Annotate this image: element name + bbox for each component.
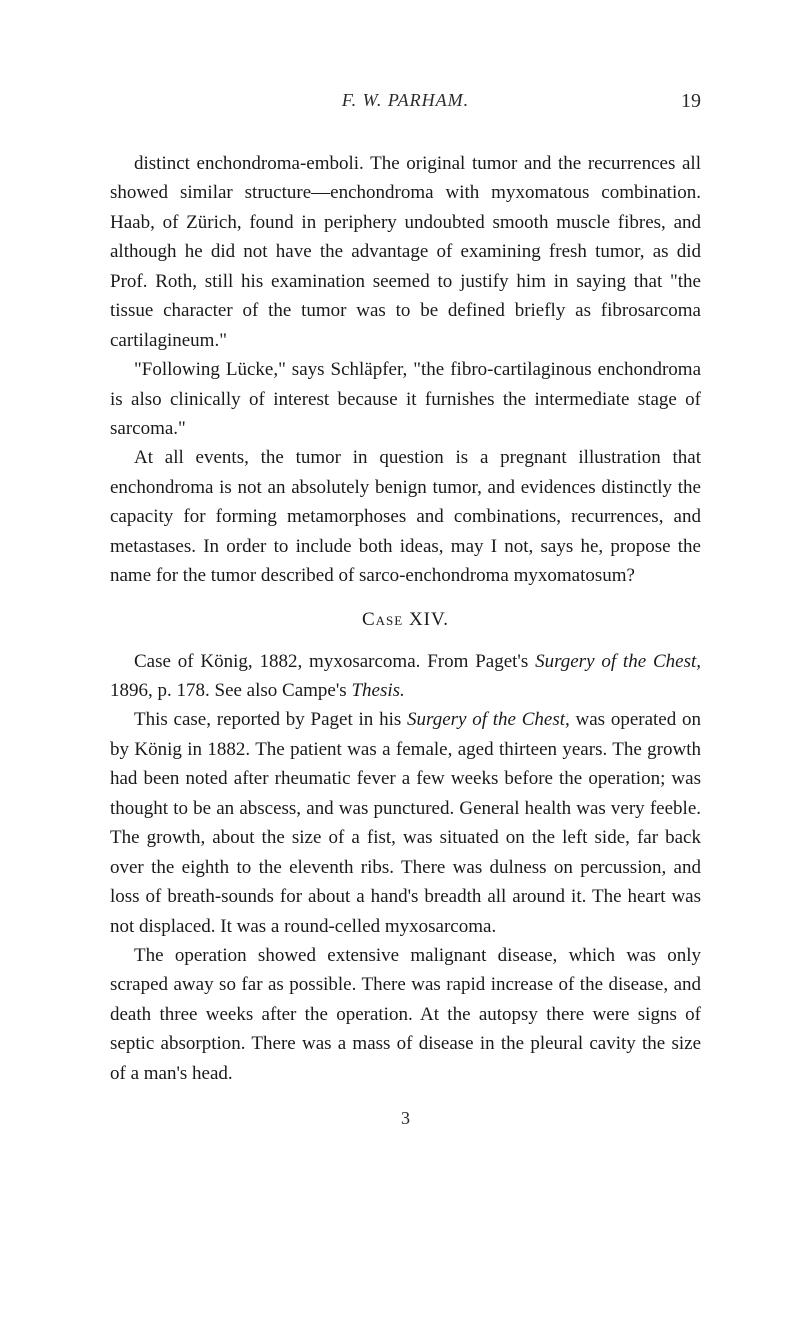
paragraph-1: distinct enchondroma-emboli. The origina… <box>110 149 701 355</box>
case-paragraph-2: This case, reported by Paget in his Surg… <box>110 705 701 941</box>
cp1-italic-2: Thesis. <box>351 680 404 701</box>
cp1-mid: 1896, p. 178. See also Campe's <box>110 680 351 701</box>
case-paragraph-1: Case of König, 1882, myxosarcoma. From P… <box>110 647 701 706</box>
paragraph-3: At all events, the tumor in question is … <box>110 443 701 590</box>
paragraph-2: "Following Lücke," says Schläpfer, "the … <box>110 355 701 443</box>
page-header: F. W. PARHAM. 19 <box>110 90 701 111</box>
cp1-italic-1: Surgery of the Chest, <box>535 651 701 672</box>
cp2-prefix: This case, reported by Paget in his <box>134 709 407 730</box>
header-page-number: 19 <box>681 90 701 113</box>
cp1-prefix: Case of König, 1882, myxosarcoma. From P… <box>134 651 535 672</box>
case-paragraph-3: The operation showed extensive malignant… <box>110 941 701 1088</box>
footer-signature: 3 <box>110 1108 701 1129</box>
cp2-italic: Surgery of the Chest, <box>407 709 570 730</box>
cp2-rest: was operated on by König in 1882. The pa… <box>110 709 701 936</box>
case-heading: Case XIV. <box>110 609 701 631</box>
header-author: F. W. PARHAM. <box>120 90 691 111</box>
